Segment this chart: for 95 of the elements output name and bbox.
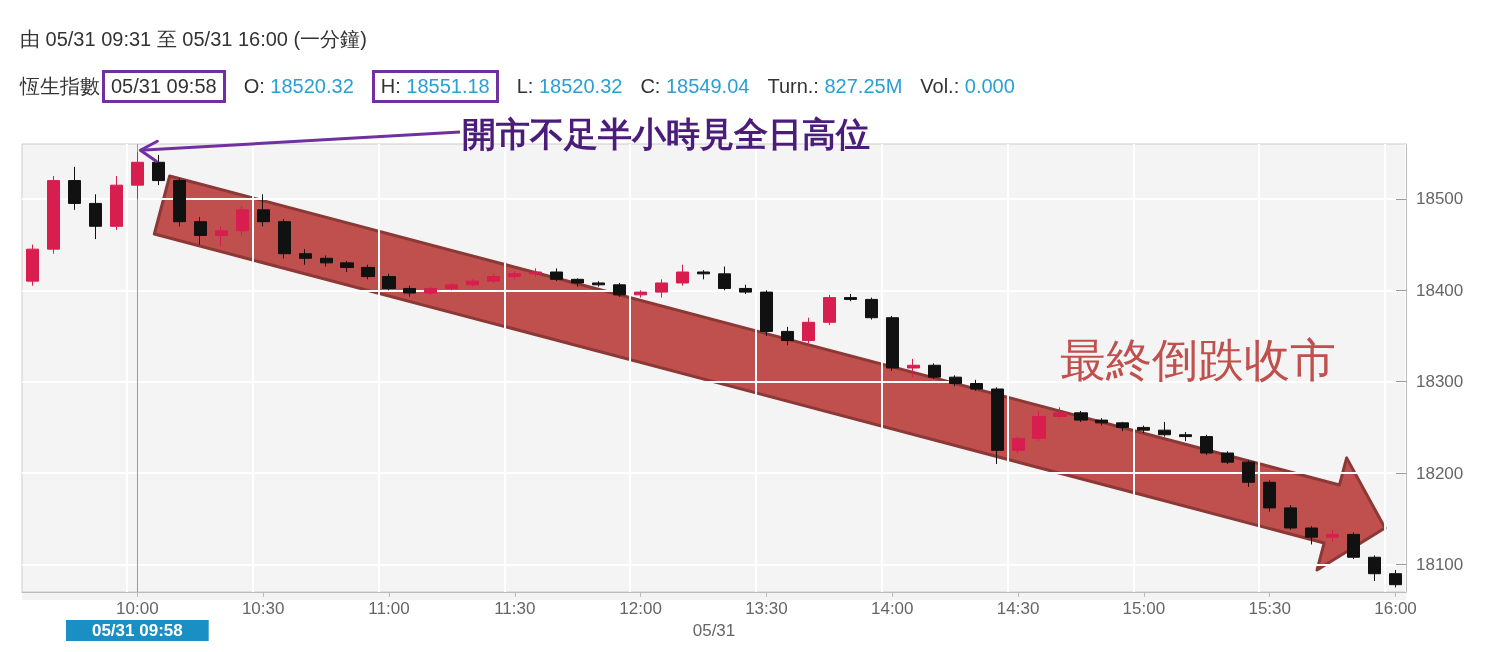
candlestick: [550, 267, 563, 282]
candlestick: [215, 225, 228, 247]
candlestick: [1158, 421, 1171, 438]
candlestick: [697, 269, 710, 280]
y-tick-label: 18100: [1416, 555, 1464, 575]
candlestick: [487, 273, 500, 284]
x-tick-label: 14:30: [996, 599, 1040, 618]
candlestick: [403, 285, 416, 298]
x-tick-label: 11:00: [368, 599, 410, 618]
candlestick: [655, 278, 668, 299]
candlestick: [1095, 417, 1108, 427]
annotation: 開市不足半小時見全日高位: [462, 115, 870, 155]
x-tick-label: 16:00: [1374, 599, 1417, 618]
candlestick: [68, 166, 81, 211]
candlestick: [466, 278, 479, 288]
x-axis-title: 05/31: [692, 621, 736, 640]
candlestick: [361, 264, 375, 280]
x-tick-label: 12:00: [619, 599, 662, 618]
text: Vol.: 0.000: [920, 75, 1015, 97]
candlestick: [1368, 554, 1381, 582]
candlestick: [802, 317, 815, 344]
candlestick: [1221, 450, 1234, 465]
candlestick: [844, 293, 857, 302]
y-tick-label: 18500: [1416, 189, 1464, 209]
text: C: 18549.04: [640, 75, 750, 97]
candlestick: [445, 282, 458, 291]
candlestick: [676, 264, 689, 287]
chart-subtitle: 恆生指數: [20, 74, 100, 99]
text: Turn.: 827.25M: [767, 75, 903, 97]
candlestick: [424, 286, 437, 296]
candlestick: [1032, 410, 1046, 442]
candlestick: [1179, 431, 1192, 442]
ref-line-label: 05/31 09:58: [91, 621, 183, 640]
x-tick-label: 11:30: [494, 599, 536, 618]
candlestick: [991, 386, 1004, 465]
frame: H: 18551.18: [371, 70, 499, 103]
candlestick: [1200, 434, 1213, 456]
x-tick-label: 15:30: [1248, 599, 1291, 618]
y-tick-label: 18400: [1416, 280, 1464, 300]
candlestick: [382, 273, 396, 291]
candlestick: [529, 267, 542, 278]
candlestick: [131, 151, 144, 200]
candlestick: [1284, 504, 1297, 531]
candlestick: [760, 289, 773, 337]
candlestick: [236, 205, 249, 236]
candlestick: [571, 277, 584, 288]
candlestick: [907, 358, 920, 378]
x-tick-label: 15:00: [1122, 599, 1166, 618]
candlestick: [1326, 529, 1339, 543]
x-tick-label: 10:00: [116, 599, 159, 618]
candlestick: [1116, 421, 1129, 432]
candlestick: [508, 270, 521, 280]
candlestick: [152, 154, 165, 186]
candlestick: [1263, 479, 1276, 513]
candlestick: [1053, 406, 1067, 419]
frame: 05/31 09:58: [102, 70, 226, 103]
candlestick: [1347, 532, 1360, 560]
x-tick-label: 10:30: [241, 599, 285, 618]
text: O: 18520.32: [243, 75, 354, 97]
candlestick: [89, 193, 102, 240]
candlestick: [26, 244, 39, 287]
candlestick: [173, 178, 186, 227]
candlestick: [320, 255, 333, 268]
candlestick: [970, 379, 983, 392]
y-tick-label: 18300: [1416, 372, 1464, 392]
candlestick: [1242, 459, 1255, 488]
candlestick: [1389, 569, 1402, 588]
candlestick: [47, 175, 60, 255]
x-tick-label: 14:00: [870, 599, 914, 618]
candlestick: [886, 315, 899, 372]
candlestick: [110, 175, 123, 231]
candlestick: [257, 193, 270, 227]
candlestick: [613, 282, 626, 298]
candlestick: [928, 362, 941, 380]
candlestick: [1305, 525, 1318, 545]
candlestick: [865, 297, 878, 321]
annotation: 最終倒跌收市: [1060, 334, 1336, 388]
candlestick: [718, 266, 731, 291]
candlestick: [299, 248, 312, 266]
candlestick: [340, 260, 354, 273]
candlestick: [592, 280, 605, 288]
text: L: 18520.32: [516, 75, 623, 97]
candlestick: [634, 289, 647, 299]
candlestick: [739, 284, 752, 295]
candlestick: [1074, 410, 1088, 423]
candlestick: [823, 294, 836, 326]
y-tick-label: 18200: [1416, 463, 1464, 483]
candlestick: [1012, 436, 1025, 454]
candlestick: [781, 326, 794, 346]
chart-title: 由 05/31 09:31 至 05/31 16:00 (一分鐘): [20, 27, 367, 52]
candlestick: [949, 374, 962, 387]
candlestick: [194, 216, 207, 246]
candlestick: [278, 218, 291, 259]
candlestick: [1137, 425, 1150, 434]
x-tick-label: 13:30: [745, 599, 788, 618]
